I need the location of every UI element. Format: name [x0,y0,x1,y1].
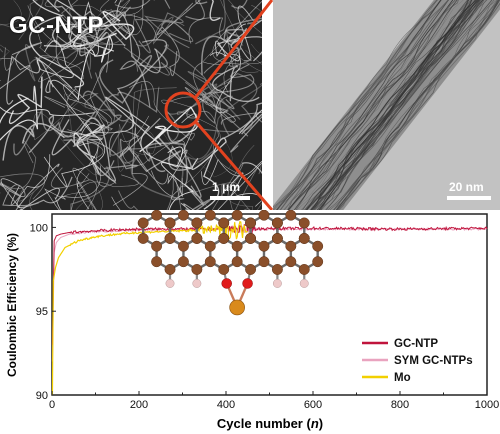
x-axis-label: Cycle number (n) [217,416,323,431]
carbon-atom [204,256,216,268]
molecule-structure [137,210,324,316]
sem-scale-bar [210,196,250,200]
x-tick-label: 0 [49,399,55,411]
tem-image-panel: 20 nm [273,0,500,210]
zoom-connector [164,0,274,210]
carbon-atom [191,264,203,275]
carbon-atom [191,233,203,244]
legend-label: SYM GC-NTPs [394,355,473,367]
plot-area [51,213,488,396]
y-tick-label: 95 [36,306,48,318]
tem-nanotube-image [273,0,500,210]
carbon-atom [271,233,283,244]
carbon-atom [231,256,243,268]
axis-ticks: 0 200 400 600 800 1000 90 95 100 [30,222,500,411]
legend-label: GC-NTP [394,338,438,350]
sem-scale-label: 1 μm [212,180,241,194]
y-tick-label: 100 [30,222,48,234]
carbon-atom [177,210,189,221]
carbon-atom [258,240,270,252]
carbon-atom [177,240,189,252]
carbon-atom [137,233,149,244]
legend: GC-NTP SYM GC-NTPs Mo [362,338,473,384]
oxygen-atom [242,278,253,289]
carbon-atom [245,217,257,229]
carbon-atom [271,217,283,229]
carbon-atom [137,217,149,229]
zoom-circle [164,91,202,129]
carbon-atom [204,210,216,221]
carbon-atom [164,217,176,229]
tem-scale-bar [447,196,491,200]
x-tick-label: 1000 [475,399,499,411]
carbon-atom [312,240,324,252]
carbon-atom [151,240,163,252]
carbon-atom [164,233,176,244]
series-line-mo [51,219,248,396]
carbon-atom [204,240,216,252]
carbon-atom [177,256,189,268]
carbon-atom [245,233,257,244]
carbon-atom [312,256,324,268]
sem-panel-title: GC-NTP [9,12,104,39]
carbon-atom [298,217,310,229]
carbon-atom [258,210,270,221]
carbon-atom [285,240,297,252]
carbon-atom [258,256,270,268]
series-line-gc-ntp [51,223,488,345]
hydrogen-atom [299,279,309,288]
carbon-atom [298,233,310,244]
sem-nanotube-network-image [0,0,262,210]
x-tick-label: 600 [304,399,322,411]
carbon-atom [231,210,243,221]
series-line-sym-gc-ntps [51,223,488,362]
carbon-atom [151,210,163,221]
hydrogen-atom [165,279,175,288]
x-tick-label: 200 [130,399,148,411]
y-tick-label: 90 [36,390,48,402]
carbon-atom [245,264,257,275]
y-axis-label: Coulombic Efficiency (%) [5,233,19,377]
carbon-atom [218,217,230,229]
sem-image-panel: GC-NTP 1 μm [0,0,262,210]
carbon-atom [298,264,310,275]
carbon-atom [218,264,230,275]
carbon-atom [271,264,283,275]
tem-scale-label: 20 nm [449,180,484,194]
carbon-atom [285,256,297,268]
legend-label: Mo [394,372,411,384]
hydrogen-atom [272,279,282,288]
carbon-atom [151,256,163,268]
x-tick-label: 400 [217,399,235,411]
carbon-atom [218,233,230,244]
hydrogen-atom [192,279,202,288]
coulombic-efficiency-chart: 0 200 400 600 800 1000 90 95 100 Coulombic Effic… [5,210,500,431]
series-layer [51,219,488,396]
carbon-atom [231,240,243,252]
zoom-line-bottom [194,121,274,210]
zoom-line-top [193,0,274,99]
molybdenum-atom [229,299,245,316]
carbon-atom [285,210,297,221]
x-tick-label: 800 [391,399,409,411]
carbon-atom [191,217,203,229]
carbon-atom [164,264,176,275]
oxygen-atom [221,278,232,289]
